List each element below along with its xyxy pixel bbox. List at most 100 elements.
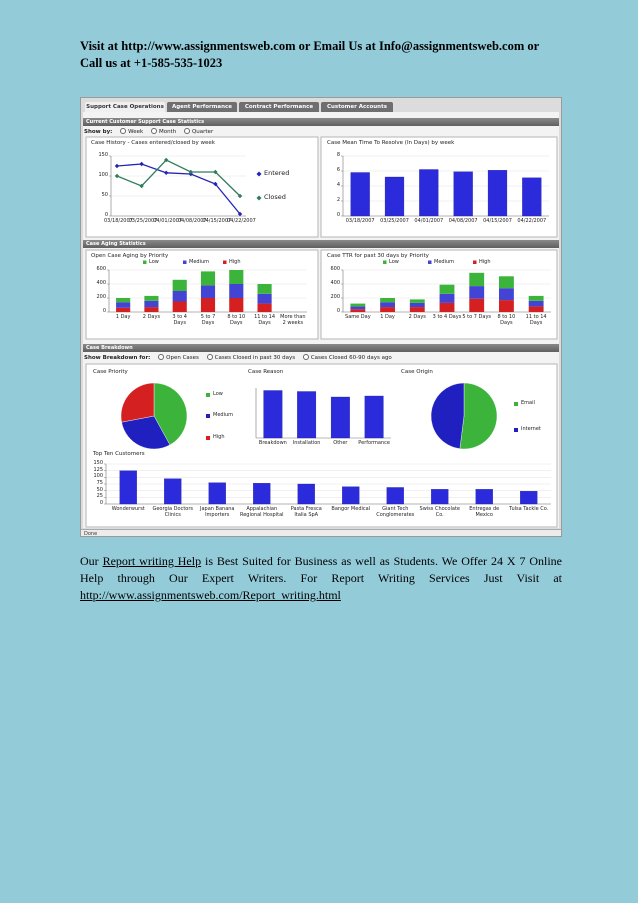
radio-option[interactable]: Cases Closed 60-90 days ago	[303, 355, 392, 361]
bar	[384, 176, 405, 217]
chart-panel	[320, 249, 558, 340]
bar	[364, 395, 384, 439]
x-tick-label: Pasta Fresca Italia SpA	[290, 506, 322, 518]
x-tick-label: 04/15/2007	[483, 218, 512, 224]
bar-segment	[257, 293, 272, 304]
y-tick-label: 100	[98, 172, 108, 178]
bar	[342, 486, 360, 505]
radio-option[interactable]: Open Cases	[158, 355, 199, 361]
bar-segment	[229, 270, 244, 284]
bar	[453, 171, 473, 217]
chart-title: Open Case Aging by Priority	[91, 253, 169, 259]
panel-header: Case Breakdown	[83, 344, 559, 352]
legend-label: High	[213, 434, 225, 440]
x-tick-label: 04/08/2007	[448, 218, 478, 224]
x-tick-label: Swiss Chocolate Co.	[419, 506, 460, 518]
y-tick-label: 400	[96, 280, 106, 286]
header-text: Visit at http://www.assignmentsweb.com o…	[80, 39, 539, 70]
x-tick-label: Wonderwurst	[111, 506, 145, 512]
chart-title: Case History - Cases entered/closed by w…	[91, 140, 215, 146]
legend-label: Internet	[521, 426, 541, 432]
bar-segment	[172, 301, 187, 312]
data-line	[116, 159, 241, 197]
x-tick-label: Performance	[358, 440, 390, 446]
y-tick-label: 6	[336, 167, 340, 173]
bar	[208, 482, 226, 505]
x-tick-label: 04/08/2007	[177, 218, 207, 224]
legend-swatch	[223, 260, 227, 264]
x-tick-label: Appalachian Regional Hospital	[239, 506, 284, 518]
radio-option[interactable]: Quarter	[184, 129, 213, 135]
pie-slice	[430, 382, 465, 449]
legend-label: Medium	[213, 412, 233, 418]
radio-option[interactable]: Cases Closed in past 30 days	[207, 355, 295, 361]
tab[interactable]: Contract Performance	[239, 102, 319, 112]
tab[interactable]: Customer Accounts	[321, 102, 393, 112]
tab[interactable]: Agent Performance	[167, 102, 237, 112]
panel-header: Current Customer Support Case Statistics	[83, 118, 559, 126]
bar	[520, 491, 538, 505]
legend-swatch	[206, 414, 210, 418]
legend-swatch	[514, 428, 518, 432]
bar-segment	[469, 298, 485, 312]
footer-link[interactable]: http://www.assignmentsweb.com/Report_wri…	[80, 588, 341, 602]
chart-title: Case Reason	[248, 369, 284, 375]
legend-label: Email	[521, 400, 535, 406]
x-tick-label: Other	[333, 440, 348, 446]
tab[interactable]: Support Case Operations	[85, 102, 165, 112]
y-tick-label: 100	[93, 473, 103, 480]
bar	[350, 172, 370, 217]
legend-label: High	[229, 258, 241, 265]
bar-segment	[144, 300, 159, 308]
bar-segment	[200, 271, 216, 286]
bar-segment	[499, 300, 514, 312]
footer-text: is Best Suited for Business as well as S…	[80, 554, 563, 585]
data-point	[164, 170, 169, 175]
y-tick-label: 600	[330, 266, 340, 272]
legend-marker	[256, 195, 262, 201]
bar-segment	[257, 303, 272, 312]
legend-label: Closed	[264, 193, 286, 201]
legend-label: Medium	[434, 258, 454, 265]
radio-option[interactable]: Week	[120, 129, 143, 135]
bar	[263, 390, 283, 439]
x-tick-label: 5 to 7 Days	[200, 314, 216, 326]
chart-title: Top Ten Customers	[93, 451, 145, 457]
legend-swatch	[143, 260, 147, 264]
x-tick-label: 04/01/2007	[153, 218, 183, 224]
radio-option[interactable]: Month	[151, 129, 176, 135]
chart-title: Case Mean Time To Resolve (In Days) by w…	[327, 140, 455, 146]
bar	[522, 177, 542, 217]
x-tick-label: 04/01/2007	[414, 218, 444, 224]
footer-text: Our	[80, 554, 99, 568]
bar	[431, 489, 449, 505]
pie-slice	[153, 382, 188, 446]
y-tick-label: 2	[336, 197, 340, 203]
bar-segment	[144, 295, 159, 301]
bar-segment	[528, 295, 544, 301]
legend-swatch	[383, 260, 387, 264]
bar-segment	[380, 307, 395, 312]
bar	[253, 483, 271, 505]
x-tick-label: 03/18/2007	[104, 218, 133, 224]
x-tick-label: Georgia Doctors Clinics	[152, 506, 194, 518]
pie-slice	[120, 382, 155, 423]
legend-label: Low	[213, 391, 223, 397]
legend-label: High	[479, 258, 491, 265]
x-tick-label: 8 to 10 Days	[497, 314, 516, 326]
pie-slice	[459, 382, 498, 450]
y-tick-label: 50	[101, 192, 108, 198]
y-tick-label: 200	[330, 294, 340, 300]
bar-segment	[172, 279, 187, 291]
y-tick-label: 125	[93, 466, 103, 473]
pie-slice	[121, 415, 171, 450]
y-tick-label: 400	[330, 280, 340, 286]
bar-segment	[229, 298, 244, 312]
y-tick-label: 0	[336, 212, 340, 218]
bar-segment	[257, 284, 272, 294]
bar-segment	[528, 300, 544, 307]
footer-link[interactable]: Report writing Help	[102, 554, 202, 568]
data-point	[164, 157, 169, 163]
data-point	[237, 193, 243, 199]
